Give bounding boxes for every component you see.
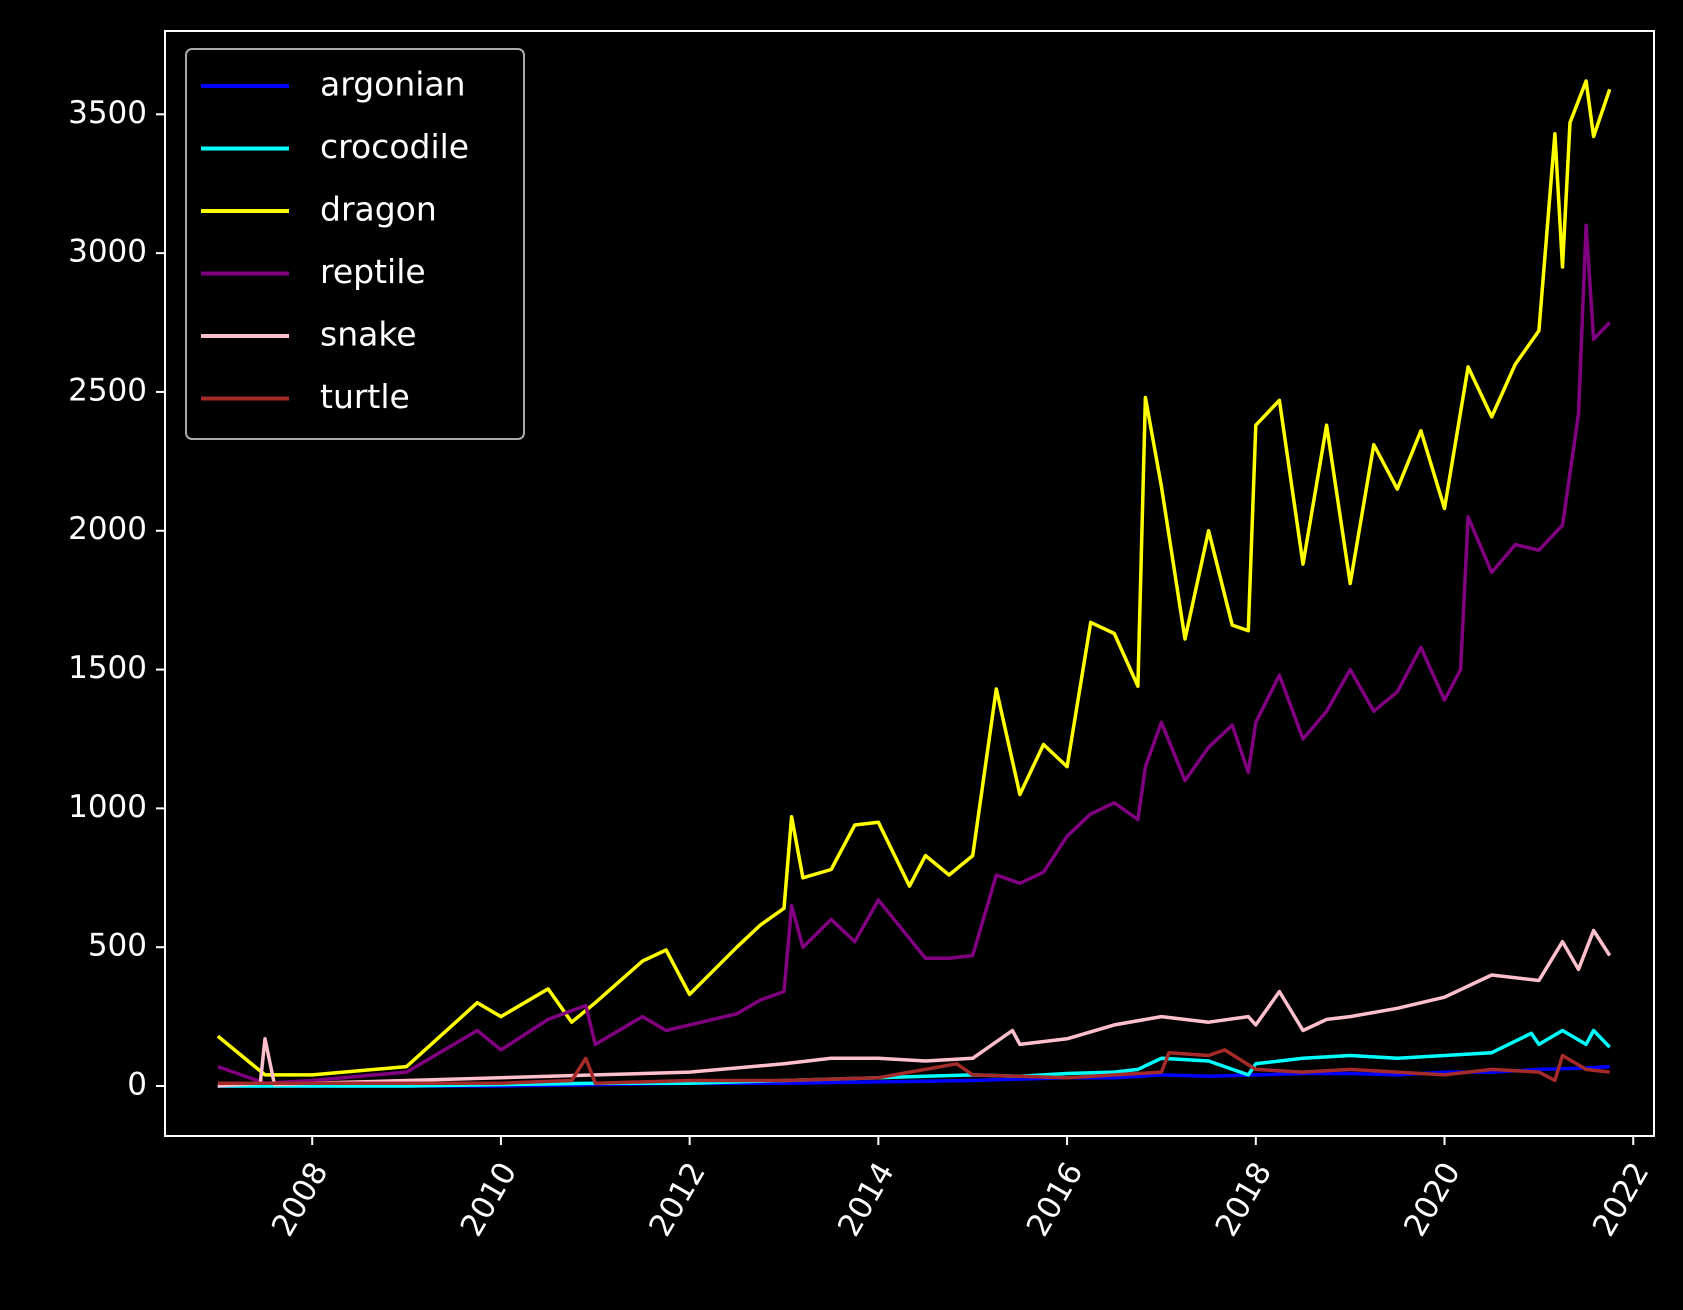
y-tick-label: 3000: [68, 234, 147, 270]
legend-label-dragon: dragon: [320, 190, 437, 229]
y-tick-label: 2500: [68, 372, 147, 408]
series-line-turtle: [217, 1048, 1610, 1085]
legend-label-turtle: turtle: [320, 377, 410, 416]
y-tick-label: 1000: [68, 789, 147, 825]
y-axis: 0 500 1000 1500 2000 2500 3000 3500: [68, 95, 165, 1103]
series-line-dragon: [216, 79, 1612, 1077]
legend: argonian crocodile dragon reptile snake turtl…: [185, 48, 525, 440]
y-tick-label: 500: [88, 928, 147, 964]
y-tick-label: 1500: [68, 650, 147, 686]
y-tick-label: 0: [127, 1067, 147, 1103]
series-lines: [216, 79, 1612, 1088]
plot-frame: [164, 30, 1655, 1137]
series-line-snake: [217, 928, 1612, 1088]
series-line-reptile: [217, 223, 1611, 1085]
series-line-crocodile: [217, 1028, 1611, 1088]
legend-label-argonian: argonian: [320, 65, 466, 104]
legend-label-crocodile: crocodile: [320, 127, 469, 166]
legend-label-snake: snake: [320, 315, 417, 354]
y-tick-label: 3500: [68, 95, 147, 131]
y-tick-label: 2000: [68, 511, 147, 547]
legend-label-reptile: reptile: [320, 252, 426, 291]
